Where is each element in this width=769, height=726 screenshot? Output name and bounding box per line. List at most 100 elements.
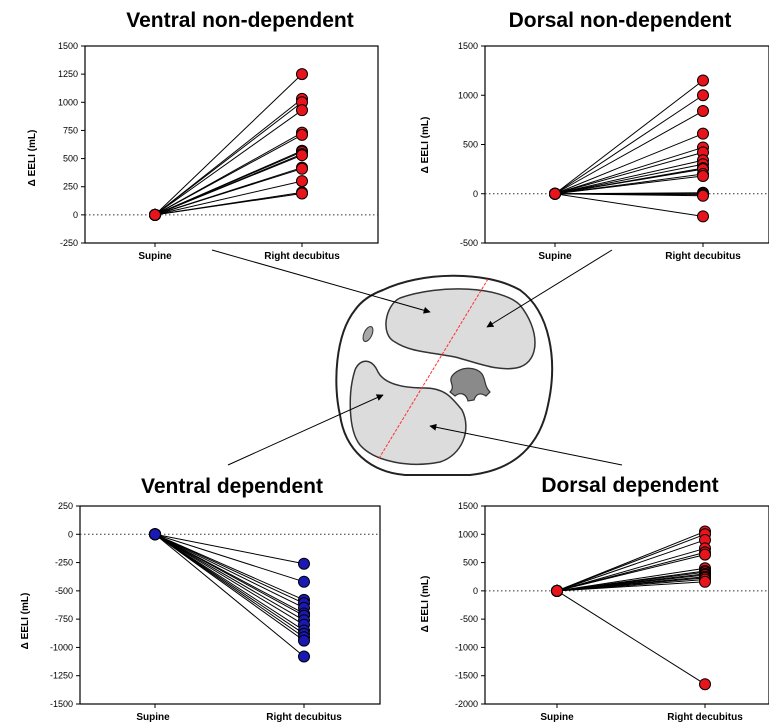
y-tick-label: -2000 [455, 699, 478, 709]
connector-arrows [211, 249, 623, 466]
y-tick-label: 0 [73, 210, 78, 220]
chart-dorsal-non-dependent: Dorsal non-dependent Δ EELI (mL) Supine … [420, 9, 769, 262]
x-tick-label-right-decubitus: Right decubitus [667, 712, 743, 723]
subject-line [554, 193, 704, 197]
data-point-supine [149, 208, 161, 221]
arrow-ventral-dependent [227, 394, 384, 466]
x-tick-label-supine: Supine [540, 712, 574, 723]
x-tick-label-right-decubitus: Right decubitus [264, 251, 340, 262]
y-tick-label: -1250 [50, 671, 73, 681]
y-tick-label: 250 [63, 182, 78, 192]
x-tick-label-supine: Supine [538, 251, 572, 262]
data-point-right-decubitus [697, 210, 709, 223]
y-tick-label: 1500 [458, 41, 478, 51]
subject-line [154, 180, 303, 216]
data-point-right-decubitus [697, 189, 709, 202]
data-point-supine [549, 187, 561, 200]
subject-line [154, 533, 305, 642]
data-point-right-decubitus [296, 68, 308, 81]
y-tick-label: -500 [460, 614, 478, 624]
subject-line [154, 154, 303, 216]
x-tick-label-right-decubitus: Right decubitus [266, 712, 342, 723]
data-point-right-decubitus [298, 557, 310, 570]
x-tick-label-supine: Supine [136, 712, 170, 723]
y-tick-label: 0 [473, 189, 478, 199]
data-point-right-decubitus [296, 175, 308, 188]
data-point-right-decubitus [296, 187, 308, 200]
subject-line [154, 533, 305, 626]
chart-title: Dorsal dependent [541, 474, 718, 497]
chart-ventral-non-dependent: Ventral non-dependent Δ EELI (mL) Supine… [27, 9, 379, 262]
data-point-right-decubitus [697, 74, 709, 87]
y-tick-label: -1500 [50, 699, 73, 709]
y-tick-label: 1500 [58, 41, 78, 51]
y-axis-label: Δ EELI (mL) [420, 576, 431, 633]
y-tick-label: 1500 [458, 501, 478, 511]
y-axis-label: Δ EELI (mL) [20, 593, 31, 650]
y-tick-label: -750 [55, 614, 73, 624]
subject-line [554, 151, 704, 195]
data-point-supine [551, 584, 563, 597]
subject-line [554, 168, 704, 195]
data-point-supine [149, 528, 161, 541]
plot-frame [484, 45, 769, 244]
subject-line [154, 533, 305, 604]
subject-line [154, 109, 303, 216]
chart-dorsal-dependent: Dorsal dependent Δ EELI (mL) Supine Righ… [420, 474, 769, 723]
data-point-right-decubitus [697, 127, 709, 140]
y-tick-label: 1000 [458, 90, 478, 100]
data-point-right-decubitus [298, 575, 310, 588]
left-lung [349, 360, 467, 465]
plot-frame [84, 45, 379, 244]
y-tick-label: 250 [58, 501, 73, 511]
ventral-dorsal-divider [377, 278, 489, 461]
chart-ventral-dependent: Ventral dependent Δ EELI (mL) Supine Rig… [20, 475, 381, 723]
subject-line [556, 539, 706, 592]
y-tick-label: -500 [55, 586, 73, 596]
subject-line [154, 168, 303, 216]
data-point-right-decubitus [296, 104, 308, 117]
y-tick-label: 1250 [58, 69, 78, 79]
data-point-right-decubitus [296, 149, 308, 162]
data-point-right-decubitus [296, 162, 308, 175]
data-point-right-decubitus [699, 678, 711, 691]
subject-line [154, 533, 305, 657]
y-axis-label: Δ EELI (mL) [420, 117, 431, 174]
data-point-right-decubitus [697, 89, 709, 102]
data-point-right-decubitus [699, 548, 711, 561]
subject-line [554, 146, 704, 195]
y-tick-label: 500 [463, 558, 478, 568]
y-tick-label: 500 [463, 140, 478, 150]
arrow-dorsal-dependent [429, 423, 623, 466]
subject-line [554, 133, 704, 195]
y-tick-label: -1500 [455, 671, 478, 681]
chart-title: Ventral dependent [141, 475, 323, 498]
subject-line [556, 554, 706, 592]
subject-line [554, 163, 704, 195]
subject-line [556, 533, 706, 592]
y-tick-label: -1000 [455, 642, 478, 652]
subject-line [554, 159, 704, 195]
x-tick-label-right-decubitus: Right decubitus [665, 251, 741, 262]
data-point-right-decubitus [298, 650, 310, 663]
subject-line [554, 175, 704, 195]
subject-line [154, 73, 303, 216]
arrow-ventral-non-dependent [211, 249, 431, 314]
y-tick-label: -250 [60, 238, 78, 248]
subject-line [556, 547, 706, 592]
chart-title: Dorsal non-dependent [509, 9, 732, 32]
data-point-right-decubitus [697, 170, 709, 183]
y-tick-label: 0 [68, 529, 73, 539]
arrow-dorsal-non-dependent [486, 249, 613, 328]
plot-frame [484, 505, 769, 705]
subject-line [154, 533, 305, 621]
y-tick-label: -250 [55, 558, 73, 568]
plot-frame [79, 505, 381, 705]
x-tick-label-supine: Supine [138, 251, 172, 262]
y-axis-label: Δ EELI (mL) [27, 130, 38, 187]
y-tick-label: 500 [63, 154, 78, 164]
data-point-right-decubitus [699, 575, 711, 588]
y-tick-label: -1000 [50, 642, 73, 652]
heart-shape [362, 326, 374, 342]
